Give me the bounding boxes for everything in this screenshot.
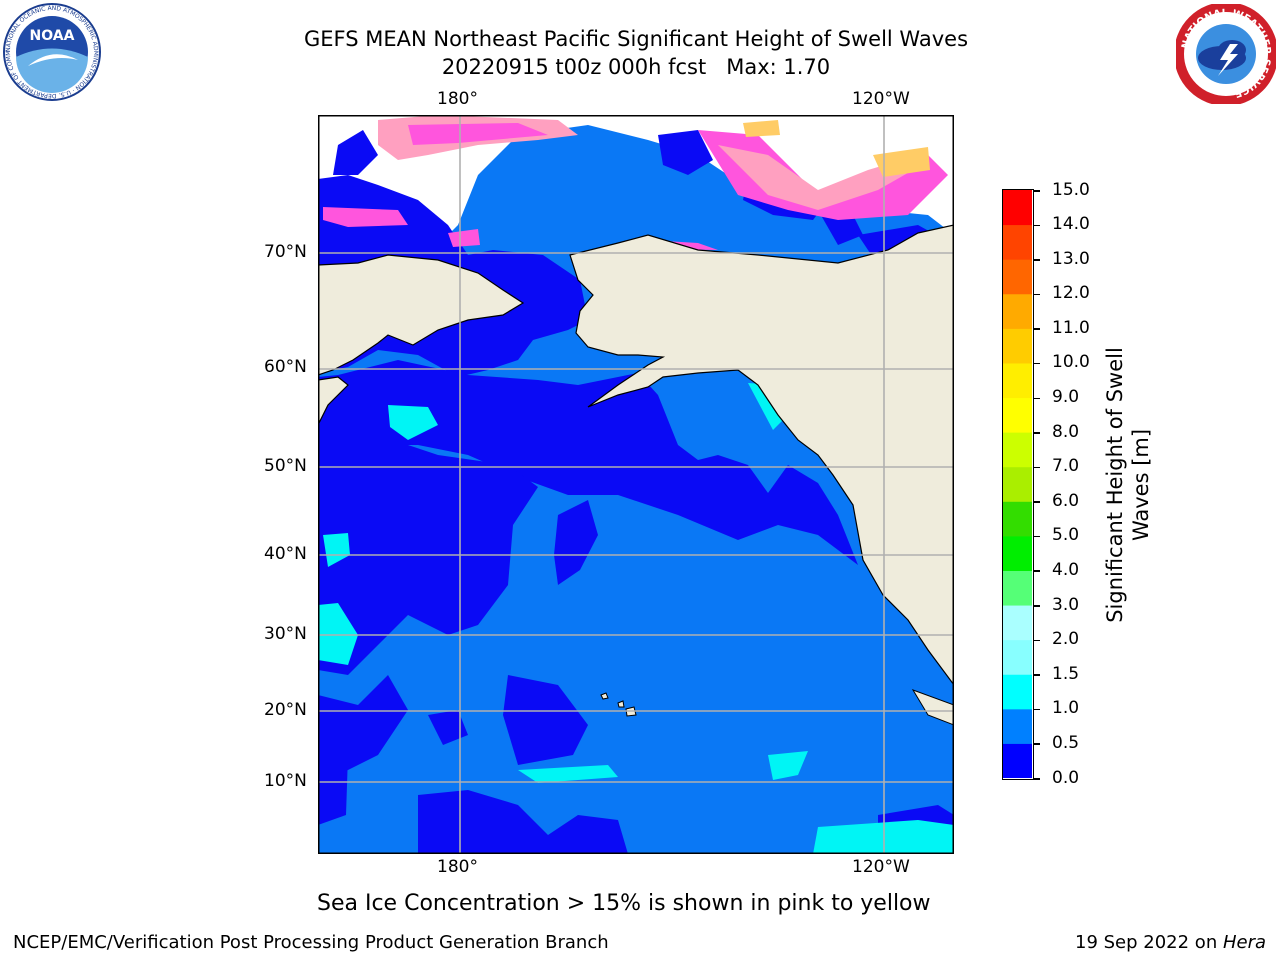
footer-host: Hera <box>1222 932 1266 953</box>
lat-tick-50n: 50°N <box>264 456 307 476</box>
colorbar-tick-mark <box>1034 224 1040 227</box>
colorbar-band <box>1003 397 1032 433</box>
north-america-land <box>569 224 955 687</box>
colorbar <box>1002 189 1034 780</box>
colorbar-tick-mark <box>1034 293 1040 296</box>
colorbar-tick-label: 14.0 <box>1052 214 1090 235</box>
colorbar-tick-label: 11.0 <box>1052 317 1090 338</box>
colorbar-tick-label: 8.0 <box>1052 421 1080 442</box>
colorbar-tick-mark <box>1034 743 1040 745</box>
colorbar-tick-mark <box>1034 432 1040 434</box>
colorbar-tick-label: 1.5 <box>1052 663 1080 684</box>
footer-date: 19 Sep 2022 on <box>1075 932 1223 953</box>
lat-tick-30n: 30°N <box>264 624 307 644</box>
colorbar-band <box>1003 190 1032 226</box>
colorbar-tick-mark <box>1034 466 1040 469</box>
colorbar-tick-label: 5.0 <box>1052 525 1080 546</box>
nws-logo: NATIONAL WEATHER SERVICE <box>1174 2 1278 106</box>
colorbar-band <box>1003 501 1032 537</box>
colorbar-tick-mark <box>1034 328 1040 330</box>
sea-ice-caption: Sea Ice Concentration > 15% is shown in … <box>317 891 931 916</box>
colorbar-tick-mark <box>1034 535 1040 538</box>
colorbar-band <box>1003 639 1032 675</box>
lon-tick-top-120w: 120°W <box>852 89 910 109</box>
bering-low-swell <box>318 360 858 565</box>
lat-tick-40n: 40°N <box>264 544 307 564</box>
lon-tick-bottom-120w: 120°W <box>852 857 910 877</box>
northwest-low-swell <box>318 425 538 675</box>
colorbar-tick-mark <box>1034 605 1040 607</box>
lon-tick-bottom-180: 180° <box>437 857 478 877</box>
colorbar-tick-label: 9.0 <box>1052 387 1080 408</box>
colorbar-tick-label: 0.0 <box>1052 767 1080 788</box>
graticule <box>318 115 954 854</box>
colorbar-band <box>1003 328 1032 364</box>
colorbar-tick-label: 13.0 <box>1052 248 1090 269</box>
colorbar-band <box>1003 466 1032 502</box>
colorbar-tick-mark <box>1034 501 1040 503</box>
colorbar-tick-label: 3.0 <box>1052 594 1080 615</box>
colorbar-band <box>1003 432 1032 468</box>
lat-tick-20n: 20°N <box>264 700 307 720</box>
colorbar-tick-label: 15.0 <box>1052 179 1090 200</box>
colorbar-tick-label: 7.0 <box>1052 456 1080 477</box>
colorbar-tick-label: 2.0 <box>1052 629 1080 650</box>
footer-left: NCEP/EMC/Verification Post Processing Pr… <box>13 932 609 953</box>
colorbar-band <box>1003 259 1032 295</box>
colorbar-band <box>1003 362 1032 399</box>
colorbar-label-line1: Significant Height of Swell <box>1103 347 1127 623</box>
svg-text:NOAA: NOAA <box>30 28 75 44</box>
lon-tick-top-180: 180° <box>437 89 478 109</box>
chart-subtitle: 20220915 t00z 000h fcst Max: 1.70 <box>441 55 831 79</box>
colorbar-tick-mark <box>1034 570 1040 572</box>
colorbar-tick-mark <box>1034 362 1040 365</box>
colorbar-band <box>1003 708 1032 744</box>
colorbar-tick-label: 1.0 <box>1052 698 1080 719</box>
colorbar-band <box>1003 743 1032 778</box>
colorbar-label-line2: Waves [m] <box>1129 428 1153 542</box>
lat-tick-60n: 60°N <box>264 357 307 377</box>
arctic-white-area <box>318 115 954 245</box>
colorbar-band <box>1003 570 1032 606</box>
colorbar-tick-label: 6.0 <box>1052 490 1080 511</box>
colorbar-band <box>1003 224 1032 260</box>
map-svg <box>317 115 955 854</box>
map-panel <box>317 115 955 854</box>
lat-tick-70n: 70°N <box>264 242 307 262</box>
colorbar-tick-mark <box>1034 190 1040 192</box>
colorbar-tick-label: 12.0 <box>1052 283 1090 304</box>
colorbar-tick-label: 4.0 <box>1052 559 1080 580</box>
colorbar-tick-mark <box>1034 778 1040 780</box>
colorbar-tick-mark <box>1034 639 1040 642</box>
cyan-swell-patches <box>388 405 438 440</box>
colorbar-tick-mark <box>1034 259 1040 261</box>
colorbar-band <box>1003 293 1032 329</box>
colorbar-band <box>1003 535 1032 571</box>
lat-tick-10n: 10°N <box>264 771 307 791</box>
colorbar-tick-mark <box>1034 397 1040 400</box>
noaa-logo: NATIONAL OCEANIC AND ATMOSPHERIC ADMINIS… <box>0 0 102 102</box>
colorbar-band <box>1003 674 1032 710</box>
chart-title: GEFS MEAN Northeast Pacific Significant … <box>303 27 969 51</box>
colorbar-tick-label: 10.0 <box>1052 352 1090 373</box>
colorbar-tick-mark <box>1034 708 1040 711</box>
colorbar-tick-label: 0.5 <box>1052 732 1080 753</box>
footer-right: 19 Sep 2022 on Hera <box>1075 932 1266 953</box>
siberia-land <box>317 254 525 376</box>
colorbar-band <box>1003 605 1032 641</box>
colorbar-tick-mark <box>1034 674 1040 676</box>
